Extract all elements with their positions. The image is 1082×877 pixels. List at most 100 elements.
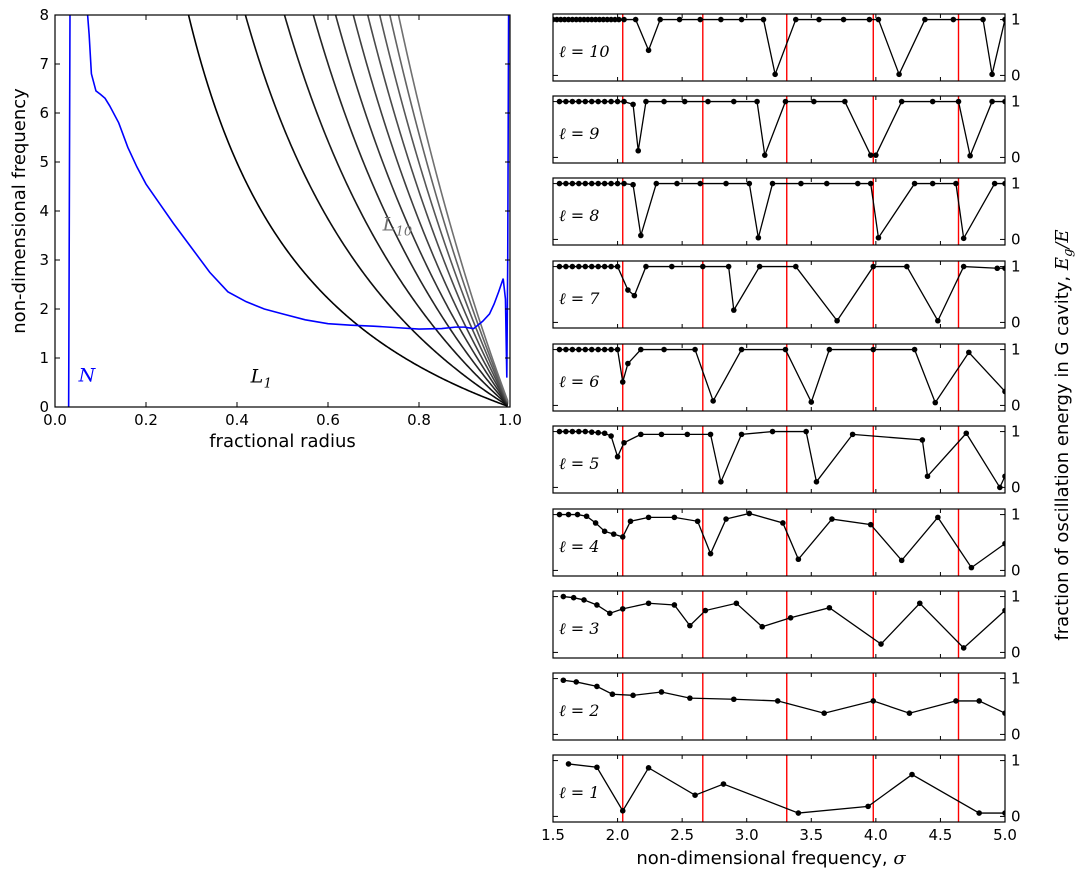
x-tick-label: 1.5 xyxy=(541,826,565,844)
data-point xyxy=(725,263,732,270)
data-point xyxy=(581,16,587,23)
panel-frame xyxy=(552,672,1006,741)
data-point xyxy=(577,16,583,23)
data-point xyxy=(619,534,626,540)
y-tick-label: 1 xyxy=(1011,423,1021,441)
lamb-curve-l10 xyxy=(397,15,509,402)
data-point xyxy=(697,180,704,187)
data-point xyxy=(932,399,939,406)
lamb-curve-l1 xyxy=(187,15,508,407)
energy-fraction-line xyxy=(563,595,1005,649)
panel-10: 0 1 ℓ = 10 xyxy=(552,11,1021,84)
data-point xyxy=(1002,388,1005,395)
panel-1: 0 1 ℓ = 1 xyxy=(552,752,1021,825)
data-point xyxy=(997,484,1003,491)
data-point xyxy=(873,152,879,158)
x-tick-label: 5.0 xyxy=(993,826,1017,844)
data-point xyxy=(718,479,724,485)
data-point xyxy=(601,98,608,105)
x-tick-label: 2.0 xyxy=(606,826,630,844)
y-tick-label: 0 xyxy=(1011,561,1021,579)
data-point xyxy=(582,180,589,187)
y-tick-label: 0 xyxy=(1011,478,1021,496)
y-tick-label: 1 xyxy=(1011,175,1021,193)
data-point xyxy=(866,16,873,23)
lamb-curve-l8 xyxy=(378,15,509,403)
data-point xyxy=(569,428,576,435)
energy-fraction-line xyxy=(559,348,1005,405)
data-point xyxy=(898,557,905,564)
data-point xyxy=(720,781,727,787)
data-point xyxy=(738,346,745,353)
data-point xyxy=(601,430,608,437)
panel-plot-area xyxy=(560,591,1005,658)
data-point xyxy=(692,792,698,798)
data-point xyxy=(769,428,776,435)
data-point xyxy=(955,98,962,105)
energy-fraction-line xyxy=(559,430,1005,489)
data-point xyxy=(608,98,614,105)
data-point xyxy=(989,98,995,105)
data-point xyxy=(616,16,622,23)
y-tick-label: 0 xyxy=(1011,807,1021,825)
data-point xyxy=(601,180,608,187)
data-point xyxy=(608,346,614,353)
data-point xyxy=(929,98,936,105)
data-point xyxy=(627,518,634,525)
data-point xyxy=(569,346,576,353)
data-point xyxy=(574,511,581,518)
data-point xyxy=(761,152,768,158)
data-point xyxy=(929,180,936,187)
data-point xyxy=(842,98,848,105)
data-point xyxy=(595,180,601,187)
data-point xyxy=(950,16,957,23)
data-point xyxy=(608,16,614,23)
data-point xyxy=(625,360,631,367)
panel-degree-label: ℓ = 6 xyxy=(559,372,599,391)
data-point xyxy=(870,346,877,353)
data-point xyxy=(658,689,665,695)
y-tick-label: 0 xyxy=(1011,230,1021,248)
panel-4: 0 1 ℓ = 4 xyxy=(552,506,1021,579)
data-point xyxy=(563,428,569,435)
data-point xyxy=(911,346,918,353)
data-point xyxy=(792,263,799,270)
data-point xyxy=(645,514,652,521)
y-tick-label: 1 xyxy=(1011,670,1021,688)
data-point xyxy=(782,98,789,105)
x-axis-label: non-dimensional frequency, σ xyxy=(636,848,906,869)
data-point xyxy=(595,346,601,353)
data-point xyxy=(556,98,563,105)
data-point xyxy=(612,16,618,23)
data-point xyxy=(991,180,998,187)
panel-degree-label: ℓ = 8 xyxy=(559,206,599,225)
x-axis-label: fractional radius xyxy=(209,431,356,452)
y-tick-label: 3 xyxy=(39,251,49,269)
data-point xyxy=(635,147,642,154)
data-point xyxy=(774,698,781,704)
y-tick-label: 7 xyxy=(39,55,49,73)
y-tick-label: 0 xyxy=(1011,725,1021,743)
data-point xyxy=(638,431,644,438)
panel-frame xyxy=(552,508,1006,577)
data-point xyxy=(769,180,776,187)
data-point xyxy=(588,98,595,105)
data-point xyxy=(569,180,576,187)
data-point xyxy=(898,98,905,105)
y-tick-label: 4 xyxy=(39,202,49,220)
lamb-curve-l2 xyxy=(244,15,509,407)
panel-7: 0 1 ℓ = 7 xyxy=(552,258,1021,331)
y-tick-label: 6 xyxy=(39,104,49,122)
data-point xyxy=(916,600,923,607)
data-point xyxy=(731,696,737,703)
data-point xyxy=(643,263,649,270)
data-point xyxy=(588,180,595,187)
data-point xyxy=(653,180,660,187)
data-point xyxy=(710,398,716,404)
data-point xyxy=(585,16,591,23)
y-tick-label: 1 xyxy=(1011,93,1021,111)
data-point xyxy=(576,263,582,270)
data-point xyxy=(630,101,636,108)
energy-fraction-line xyxy=(559,265,1005,323)
buoyancy-frequency-curve xyxy=(67,15,510,407)
